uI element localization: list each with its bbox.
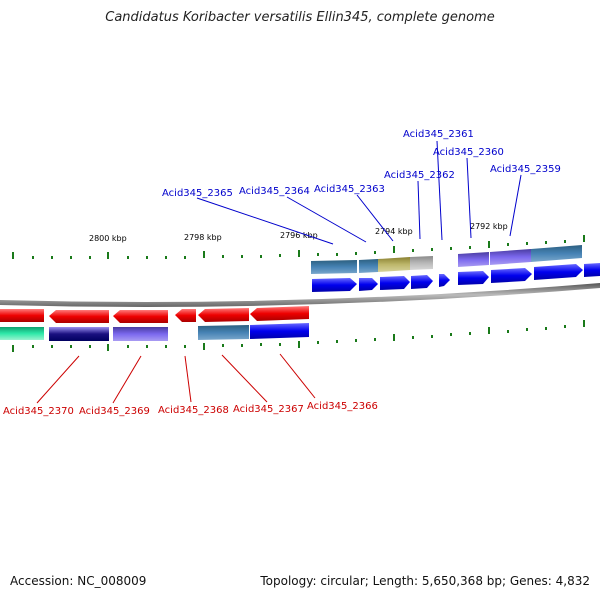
genome-backbone	[0, 283, 600, 307]
scale-label: 2800 kbp	[89, 234, 127, 243]
reverse-strand-genes	[0, 306, 309, 323]
scale-label: 2796 kbp	[280, 231, 318, 240]
cog-block	[311, 260, 357, 274]
gene-arrow[interactable]	[0, 309, 44, 322]
genome-title: Candidatus Koribacter versatilis Ellin34…	[105, 10, 495, 25]
gene-label[interactable]: Acid345_2366	[307, 401, 378, 412]
bottom-leader-lines	[36, 353, 316, 404]
gene-label[interactable]: Acid345_2370	[3, 406, 74, 417]
cog-block	[198, 325, 249, 340]
bottom-gene-labels: Acid345_2370 Acid345_2369 Acid345_2368 A…	[3, 401, 378, 417]
top-gene-labels: Acid345_2365 Acid345_2364 Acid345_2363 A…	[162, 129, 561, 199]
gene-label[interactable]: Acid345_2367	[233, 404, 304, 415]
gene-arrow[interactable]	[491, 268, 532, 283]
cog-block	[49, 327, 109, 341]
gene-label[interactable]: Acid345_2369	[79, 406, 150, 417]
gene-arrow[interactable]	[359, 278, 378, 291]
upper-scale-ticks	[12, 235, 585, 259]
gene-arrow[interactable]	[113, 310, 168, 323]
cog-block	[531, 245, 582, 262]
gene-arrow[interactable]	[380, 276, 410, 290]
gene-label[interactable]: Acid345_2362	[384, 170, 455, 181]
gene-arrow[interactable]	[250, 306, 309, 321]
cog-block	[458, 252, 489, 267]
cog-block	[250, 323, 309, 339]
gene-label[interactable]: Acid345_2363	[314, 184, 385, 195]
forward-strand-genes	[312, 263, 600, 292]
scale-label: 2792 kbp	[470, 222, 508, 231]
gene-label[interactable]: Acid345_2364	[239, 186, 310, 197]
scale-label: 2798 kbp	[184, 233, 222, 242]
gene-arrow[interactable]	[584, 263, 600, 277]
gene-label[interactable]: Acid345_2360	[433, 147, 504, 158]
gene-arrow[interactable]	[49, 310, 109, 323]
cog-block	[359, 259, 378, 273]
top-leader-lines	[196, 140, 522, 245]
gene-arrow[interactable]	[175, 309, 196, 322]
topology-text: Topology: circular; Length: 5,650,368 bp…	[260, 574, 590, 588]
gene-label[interactable]: Acid345_2359	[490, 164, 561, 175]
gene-arrow[interactable]	[198, 308, 249, 322]
lower-cog-blocks	[0, 323, 309, 341]
lower-scale-ticks	[12, 320, 585, 352]
gene-arrow[interactable]	[411, 275, 433, 289]
accession-text: Accession: NC_008009	[10, 574, 147, 588]
gene-arrow[interactable]	[458, 271, 489, 285]
gene-arrow[interactable]	[439, 274, 450, 287]
gene-arrow[interactable]	[534, 264, 583, 280]
cog-block	[410, 256, 433, 270]
gene-label[interactable]: Acid345_2361	[403, 129, 474, 140]
gene-label[interactable]: Acid345_2365	[162, 188, 233, 199]
gene-label[interactable]: Acid345_2368	[158, 405, 229, 416]
cog-block	[113, 327, 168, 341]
upper-cog-blocks	[311, 245, 582, 274]
scale-label: 2794 kbp	[375, 227, 413, 236]
cog-block	[490, 249, 531, 265]
gene-arrow[interactable]	[312, 278, 357, 292]
cog-block	[0, 327, 44, 340]
cog-block	[378, 257, 410, 272]
